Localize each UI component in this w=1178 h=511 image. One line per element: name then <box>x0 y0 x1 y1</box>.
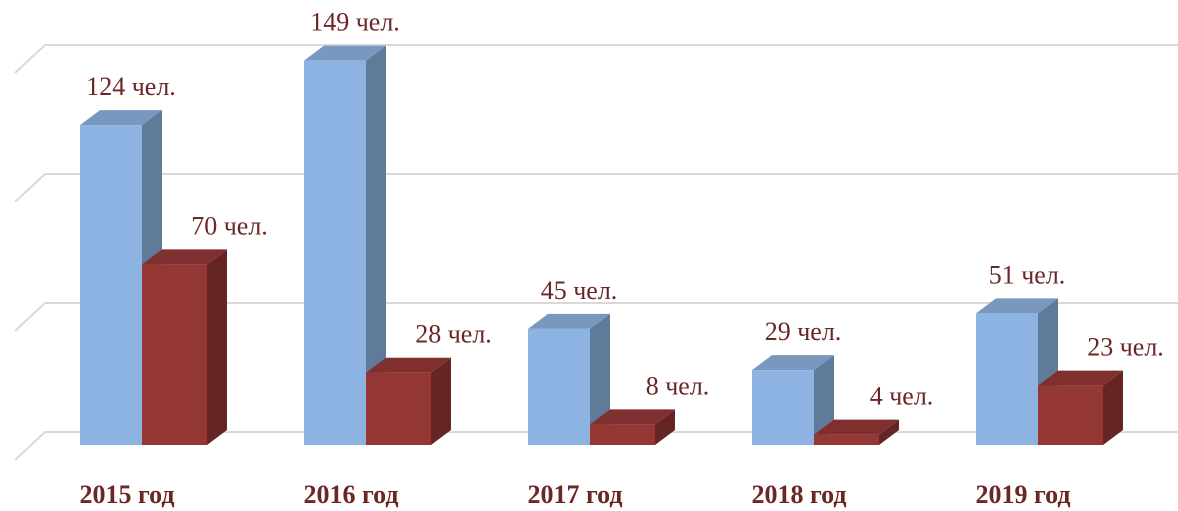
grid-line <box>14 302 1178 332</box>
bar-face <box>879 419 899 445</box>
bar-face <box>1103 370 1123 445</box>
bar-face <box>528 328 590 445</box>
bar <box>142 249 227 445</box>
bar-face <box>142 249 227 265</box>
bar-face <box>207 249 227 445</box>
bar-face <box>752 370 814 445</box>
bar-face <box>976 313 1038 445</box>
value-label: 51 чел. <box>989 260 1066 289</box>
value-label: 29 чел. <box>765 317 842 346</box>
bar <box>528 313 610 445</box>
value-label: 8 чел. <box>646 371 710 400</box>
bar-face <box>431 357 451 445</box>
bar-face <box>304 45 386 61</box>
bar-face <box>142 264 207 445</box>
bar <box>814 419 899 445</box>
bar <box>976 298 1058 445</box>
bar-face <box>366 357 451 373</box>
bar-face <box>80 110 162 126</box>
value-label: 149 чел. <box>310 8 400 37</box>
value-label: 45 чел. <box>541 276 618 305</box>
bar-face <box>752 355 834 371</box>
value-label: 23 чел. <box>1087 333 1164 362</box>
bar-face <box>814 434 879 445</box>
bar-face <box>655 409 675 445</box>
grid-line <box>14 44 1178 74</box>
bar <box>1038 370 1123 445</box>
bar-face <box>814 419 899 435</box>
bar-face <box>304 60 366 445</box>
value-label: 28 чел. <box>415 320 492 349</box>
bar-face <box>590 409 675 425</box>
bar-face <box>80 125 142 445</box>
x-tick-label: 2017 год <box>527 480 622 509</box>
x-tick-label: 2019 год <box>975 480 1070 509</box>
bar-face <box>1038 385 1103 445</box>
bar-face <box>1038 370 1123 386</box>
bar <box>590 409 675 445</box>
x-tick-label: 2015 год <box>79 480 174 509</box>
x-tick-label: 2018 год <box>751 480 846 509</box>
bar-face <box>590 424 655 445</box>
bar-face <box>590 313 610 445</box>
bar-face <box>366 45 386 445</box>
x-tick-label: 2016 год <box>303 480 398 509</box>
bar-face <box>366 372 431 445</box>
value-label: 4 чел. <box>870 382 934 411</box>
bar-face <box>814 355 834 445</box>
bar <box>304 45 386 445</box>
bar-face <box>528 313 610 329</box>
grid-line <box>14 173 1178 203</box>
value-label: 124 чел. <box>86 72 176 101</box>
value-label: 70 чел. <box>191 211 268 240</box>
bar <box>752 355 834 445</box>
bar <box>366 357 451 445</box>
bar-face <box>976 298 1058 314</box>
